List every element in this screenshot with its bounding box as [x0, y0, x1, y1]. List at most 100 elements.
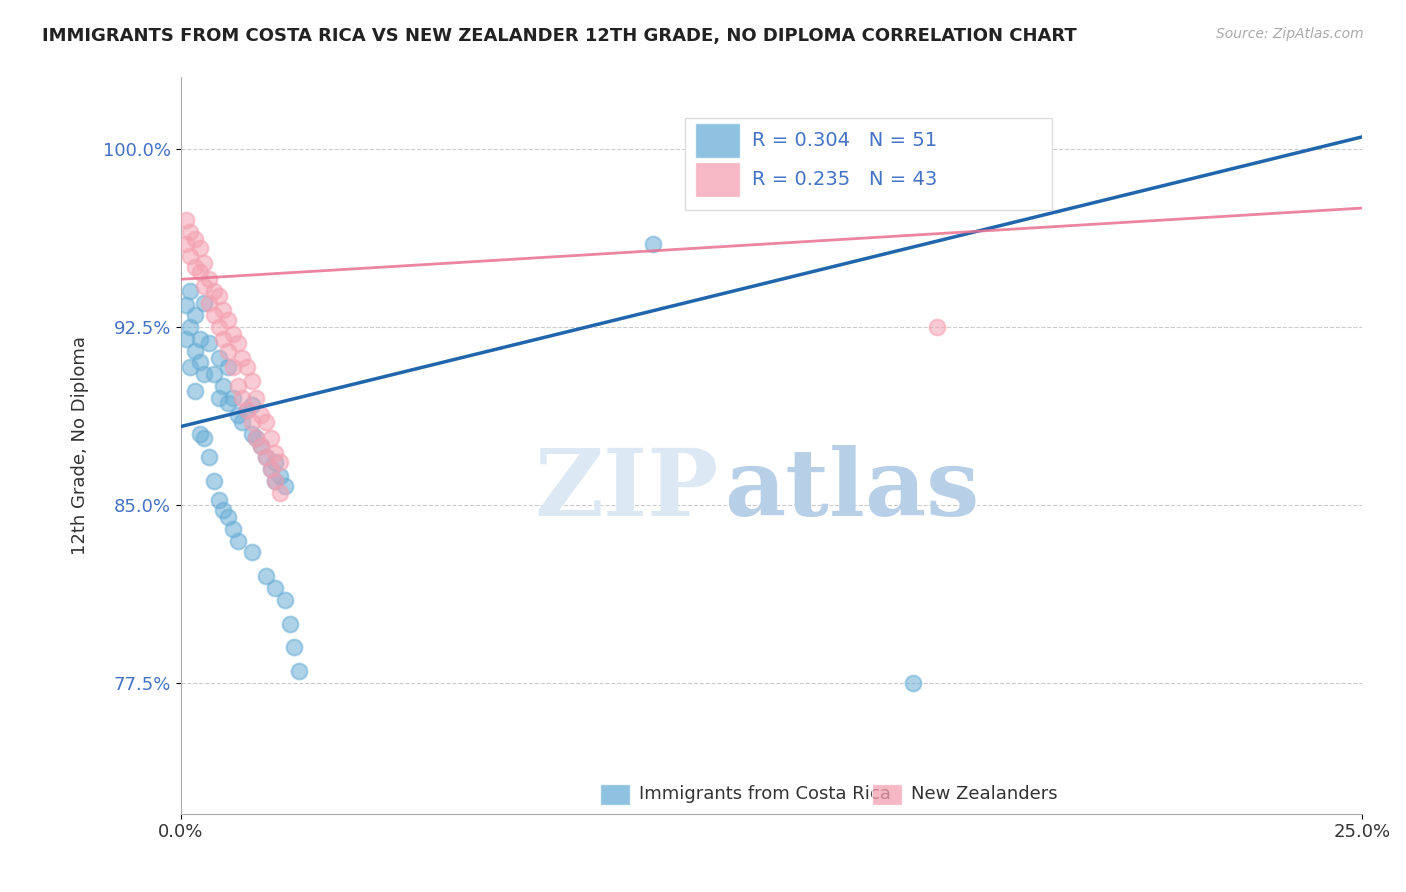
Point — [193, 296, 215, 310]
Point — [259, 462, 281, 476]
Point — [240, 426, 263, 441]
Point — [212, 303, 235, 318]
Text: IMMIGRANTS FROM COSTA RICA VS NEW ZEALANDER 12TH GRADE, NO DIPLOMA CORRELATION C: IMMIGRANTS FROM COSTA RICA VS NEW ZEALAN… — [42, 27, 1077, 45]
Point — [184, 343, 207, 358]
Point — [264, 455, 287, 469]
Point — [274, 593, 297, 607]
Text: atlas: atlas — [724, 445, 980, 534]
Point — [188, 355, 211, 369]
Point — [240, 545, 263, 559]
Point — [222, 360, 245, 375]
Point — [202, 284, 225, 298]
Text: R = 0.304   N = 51: R = 0.304 N = 51 — [752, 130, 936, 150]
Point — [208, 319, 231, 334]
Point — [208, 493, 231, 508]
Point — [250, 438, 273, 452]
Point — [269, 486, 291, 500]
Point — [283, 640, 305, 655]
Point — [925, 319, 948, 334]
Point — [222, 391, 245, 405]
Point — [217, 312, 239, 326]
Point — [226, 379, 249, 393]
Point — [254, 450, 277, 465]
Text: R = 0.235   N = 43: R = 0.235 N = 43 — [752, 169, 936, 188]
Point — [264, 474, 287, 488]
Point — [245, 431, 267, 445]
Point — [198, 336, 221, 351]
Point — [188, 426, 211, 441]
Point — [174, 298, 197, 312]
Point — [236, 403, 259, 417]
Text: New Zealanders: New Zealanders — [911, 786, 1057, 804]
Point — [643, 236, 665, 251]
Point — [222, 326, 245, 341]
Point — [174, 236, 197, 251]
Point — [208, 351, 231, 365]
Point — [231, 351, 253, 365]
Point — [226, 533, 249, 548]
Point — [226, 408, 249, 422]
Text: Immigrants from Costa Rica: Immigrants from Costa Rica — [640, 786, 891, 804]
Point — [202, 368, 225, 382]
Y-axis label: 12th Grade, No Diploma: 12th Grade, No Diploma — [72, 336, 89, 555]
Point — [269, 469, 291, 483]
Point — [240, 398, 263, 412]
Point — [222, 522, 245, 536]
Point — [217, 360, 239, 375]
Point — [179, 248, 201, 262]
Point — [198, 272, 221, 286]
Point — [236, 360, 259, 375]
Point — [236, 403, 259, 417]
Point — [259, 431, 281, 445]
Point — [179, 319, 201, 334]
Point — [202, 308, 225, 322]
Point — [184, 384, 207, 398]
Point — [903, 676, 925, 690]
Point — [179, 284, 201, 298]
Point — [193, 255, 215, 269]
Point — [184, 232, 207, 246]
Point — [212, 379, 235, 393]
FancyBboxPatch shape — [695, 123, 740, 159]
Point — [202, 474, 225, 488]
Point — [193, 368, 215, 382]
Point — [193, 279, 215, 293]
Point — [259, 462, 281, 476]
Point — [264, 445, 287, 459]
Point — [278, 616, 301, 631]
Point — [226, 336, 249, 351]
Point — [250, 408, 273, 422]
Point — [174, 332, 197, 346]
Point — [254, 450, 277, 465]
Point — [264, 581, 287, 595]
Point — [217, 509, 239, 524]
Point — [240, 415, 263, 429]
Point — [217, 343, 239, 358]
Point — [231, 391, 253, 405]
Point — [254, 415, 277, 429]
Point — [174, 213, 197, 227]
Point — [288, 664, 311, 678]
Point — [269, 455, 291, 469]
Text: ZIP: ZIP — [534, 445, 718, 534]
Point — [184, 260, 207, 275]
Point — [264, 474, 287, 488]
Point — [274, 479, 297, 493]
Point — [254, 569, 277, 583]
Point — [245, 431, 267, 445]
Point — [193, 431, 215, 445]
Point — [188, 332, 211, 346]
Point — [188, 241, 211, 255]
Point — [212, 502, 235, 516]
Point — [198, 296, 221, 310]
Point — [250, 438, 273, 452]
Point — [184, 308, 207, 322]
Point — [212, 332, 235, 346]
FancyBboxPatch shape — [600, 784, 630, 805]
FancyBboxPatch shape — [695, 162, 740, 197]
FancyBboxPatch shape — [872, 784, 901, 805]
Point — [188, 265, 211, 279]
Point — [198, 450, 221, 465]
Point — [208, 289, 231, 303]
Point — [231, 415, 253, 429]
